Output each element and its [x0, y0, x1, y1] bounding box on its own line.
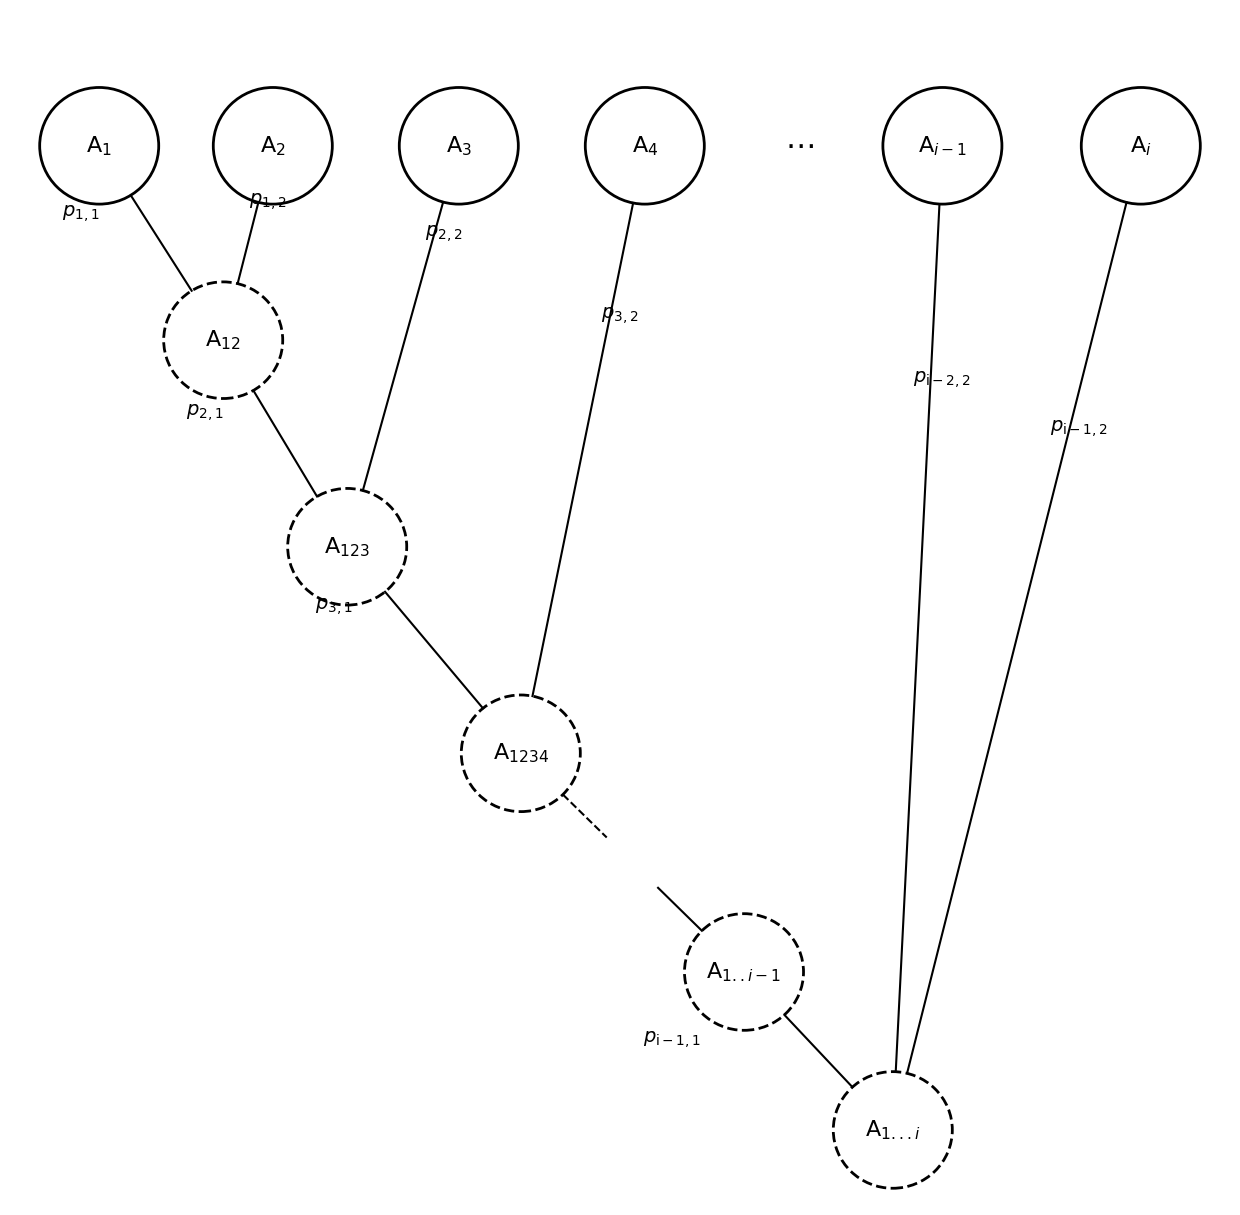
Text: $\mathrm{A}_{i-1}$: $\mathrm{A}_{i-1}$ — [918, 134, 967, 158]
Text: $\mathrm{A}_{1}$: $\mathrm{A}_{1}$ — [87, 134, 112, 158]
Text: $\mathrm{A}_{1...i}$: $\mathrm{A}_{1...i}$ — [866, 1118, 920, 1142]
Text: $p_{1,1}$: $p_{1,1}$ — [62, 203, 99, 225]
Text: $p_{1,2}$: $p_{1,2}$ — [249, 191, 286, 213]
Text: $\cdots$: $\cdots$ — [785, 131, 815, 160]
Text: $p_{3,1}$: $p_{3,1}$ — [315, 597, 352, 617]
Text: $\mathrm{A}_{1234}$: $\mathrm{A}_{1234}$ — [492, 741, 549, 765]
Text: $\mathrm{A}_{4}$: $\mathrm{A}_{4}$ — [631, 134, 658, 158]
Text: $\mathrm{A}_{2}$: $\mathrm{A}_{2}$ — [260, 134, 285, 158]
Text: $\mathrm{A}_{123}$: $\mathrm{A}_{123}$ — [325, 535, 370, 559]
Text: $p_{\mathrm{i}-1,1}$: $p_{\mathrm{i}-1,1}$ — [644, 1029, 701, 1050]
Text: $\mathrm{A}_{i}$: $\mathrm{A}_{i}$ — [1130, 134, 1152, 158]
Text: $p_{\mathrm{i}-1,2}$: $p_{\mathrm{i}-1,2}$ — [1050, 418, 1107, 440]
Text: $\mathrm{A}_{3}$: $\mathrm{A}_{3}$ — [446, 134, 471, 158]
Text: $\mathrm{A}_{12}$: $\mathrm{A}_{12}$ — [206, 328, 241, 352]
Text: $p_{\mathrm{i}-2,2}$: $p_{\mathrm{i}-2,2}$ — [914, 369, 971, 390]
Text: $\mathrm{A}_{1..i-1}$: $\mathrm{A}_{1..i-1}$ — [707, 960, 781, 984]
Text: $p_{3,2}$: $p_{3,2}$ — [601, 305, 639, 327]
Text: $p_{2,2}$: $p_{2,2}$ — [424, 224, 463, 244]
Text: $p_{2,1}$: $p_{2,1}$ — [186, 402, 223, 423]
